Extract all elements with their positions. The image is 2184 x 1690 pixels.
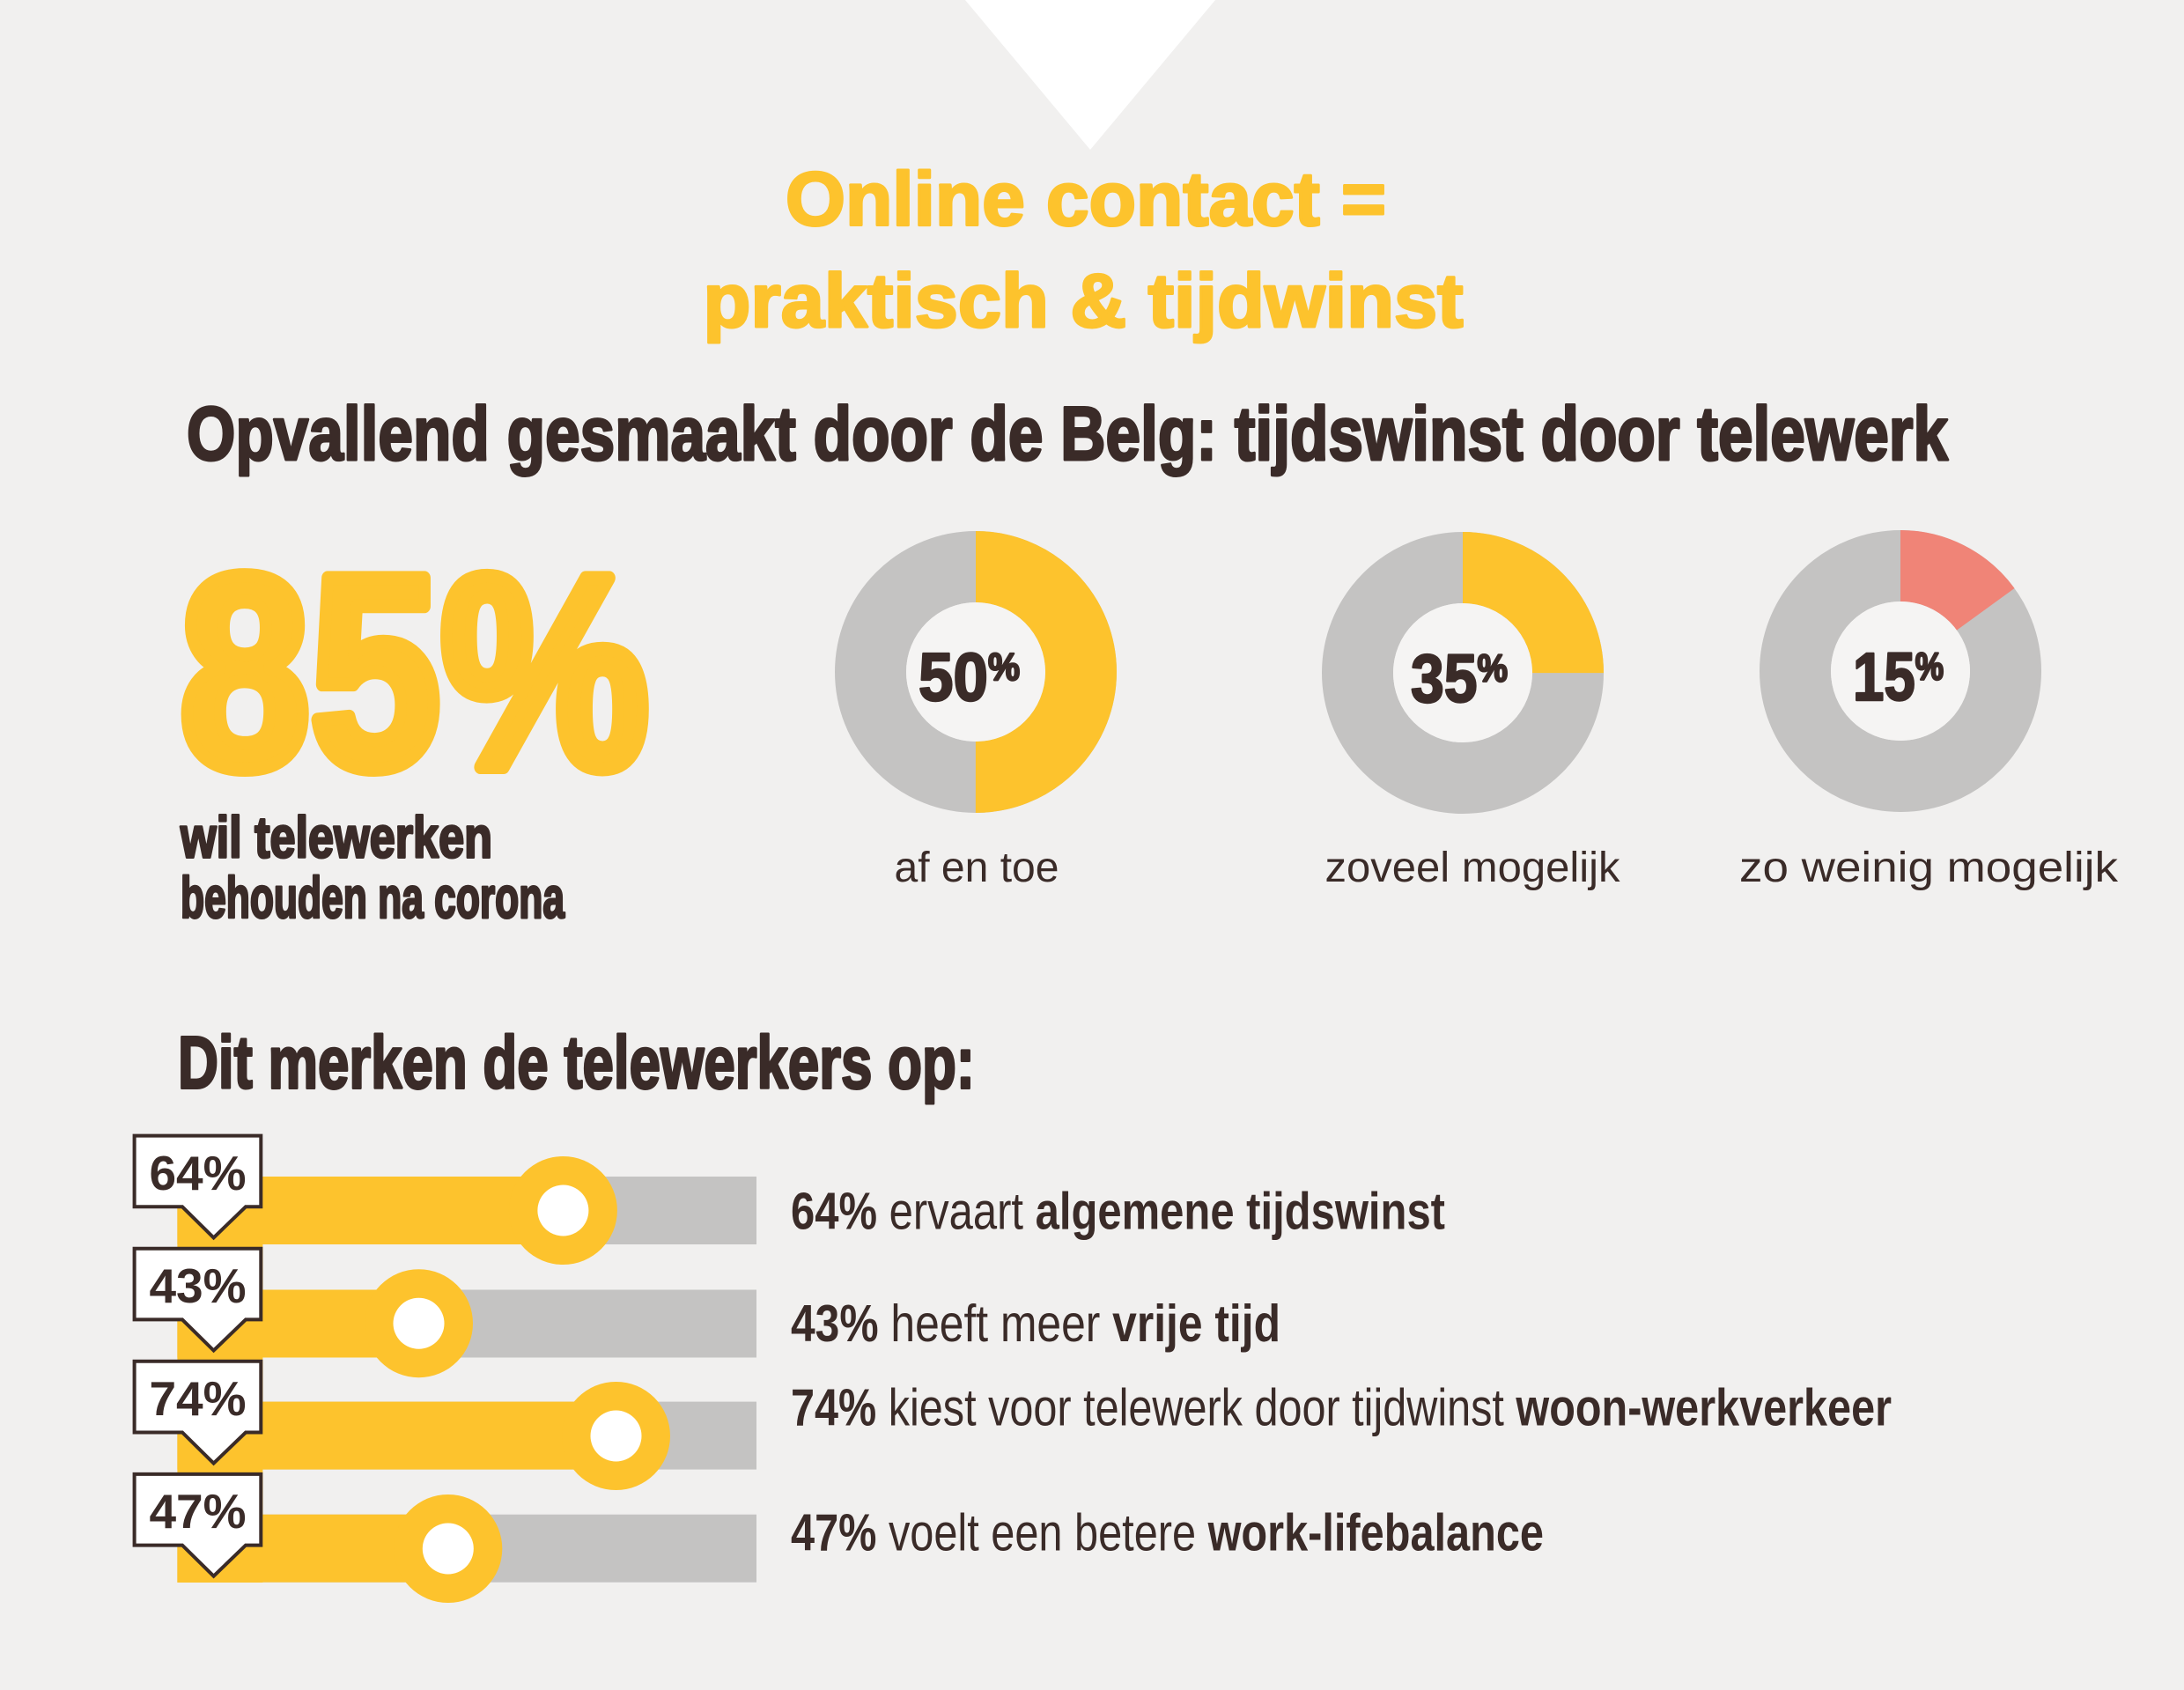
svg-text:74%: 74% (149, 1371, 246, 1426)
svg-text:85%: 85% (180, 520, 649, 826)
svg-text:64% ervaart algemene tijdswins: 64% ervaart algemene tijdswinst (791, 1182, 1445, 1240)
svg-text:43% heeft meer vrije tijd: 43% heeft meer vrije tijd (791, 1295, 1280, 1353)
svg-text:af en toe: af en toe (895, 845, 1059, 891)
svg-text:Dit merken de telewerkers op:: Dit merken de telewerkers op: (178, 1021, 975, 1103)
svg-text:zoveel mogelijk: zoveel mogelijk (1325, 845, 1621, 891)
svg-text:praktisch & tijdwinst: praktisch & tijdwinst (704, 259, 1464, 343)
svg-text:wil telewerken: wil telewerken (180, 804, 492, 869)
svg-text:Online contact =: Online contact = (786, 158, 1386, 242)
svg-text:zo weinig mogelijk: zo weinig mogelijk (1739, 845, 2119, 891)
svg-text:Opvallend gesmaakt door de Bel: Opvallend gesmaakt door de Belg: tijdswi… (187, 392, 1948, 476)
svg-text:64%: 64% (149, 1146, 246, 1200)
svg-text:35%: 35% (1411, 641, 1508, 717)
svg-text:74% kiest voor telewerk door t: 74% kiest voor telewerk door tijdwinst w… (791, 1378, 1892, 1436)
svg-text:47% voelt een betere work-life: 47% voelt een betere work-lifebalance (791, 1503, 1544, 1561)
svg-text:43%: 43% (149, 1258, 246, 1313)
svg-text:47%: 47% (149, 1484, 246, 1539)
svg-text:behouden na corona: behouden na corona (181, 865, 565, 930)
